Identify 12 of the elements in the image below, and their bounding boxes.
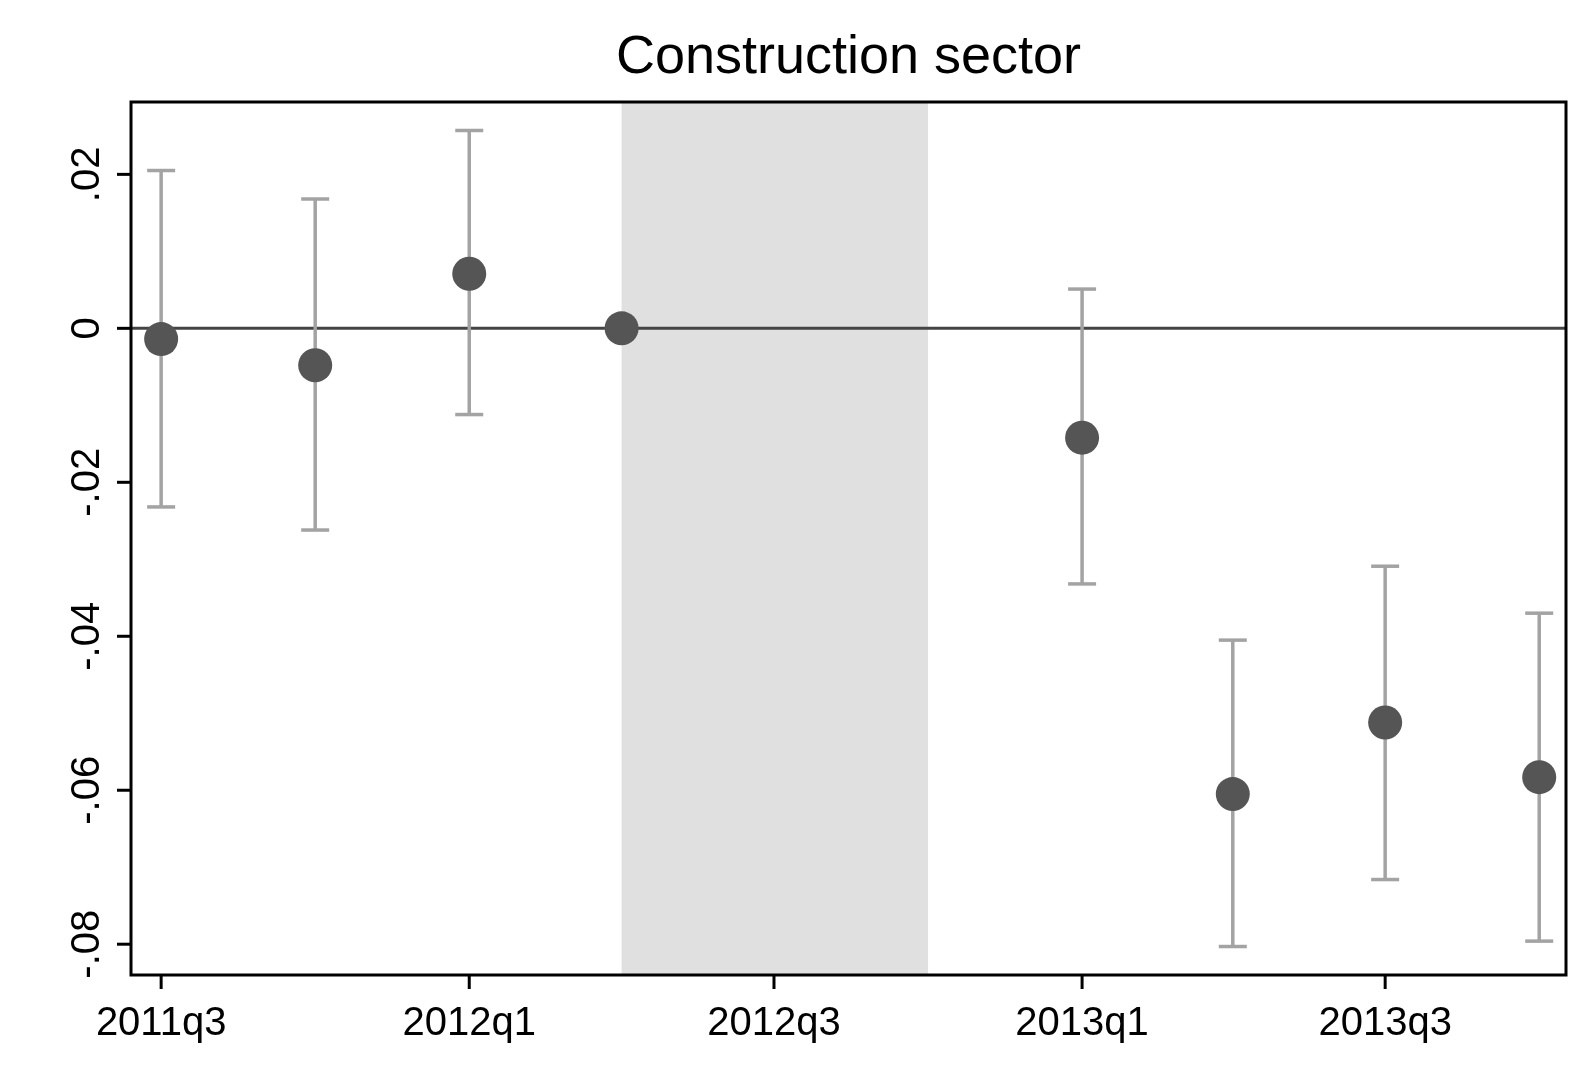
x-tick-label: 2012q1 [402,999,536,1043]
y-tick-label: 0 [63,317,107,340]
y-tick-label: -.04 [63,601,107,671]
x-tick-label: 2011q3 [95,999,227,1043]
x-tick-label: 2013q1 [1015,999,1149,1043]
chart-title: Construction sector [615,24,1082,84]
x-tick-label: 2013q3 [1318,999,1452,1043]
y-tick-label: -.02 [63,447,107,517]
y-tick-label: -.06 [63,755,107,825]
x-tick-label: 2012q3 [707,999,841,1043]
y-tick-label: .02 [63,146,107,203]
y-tick-label: -.08 [63,909,107,979]
